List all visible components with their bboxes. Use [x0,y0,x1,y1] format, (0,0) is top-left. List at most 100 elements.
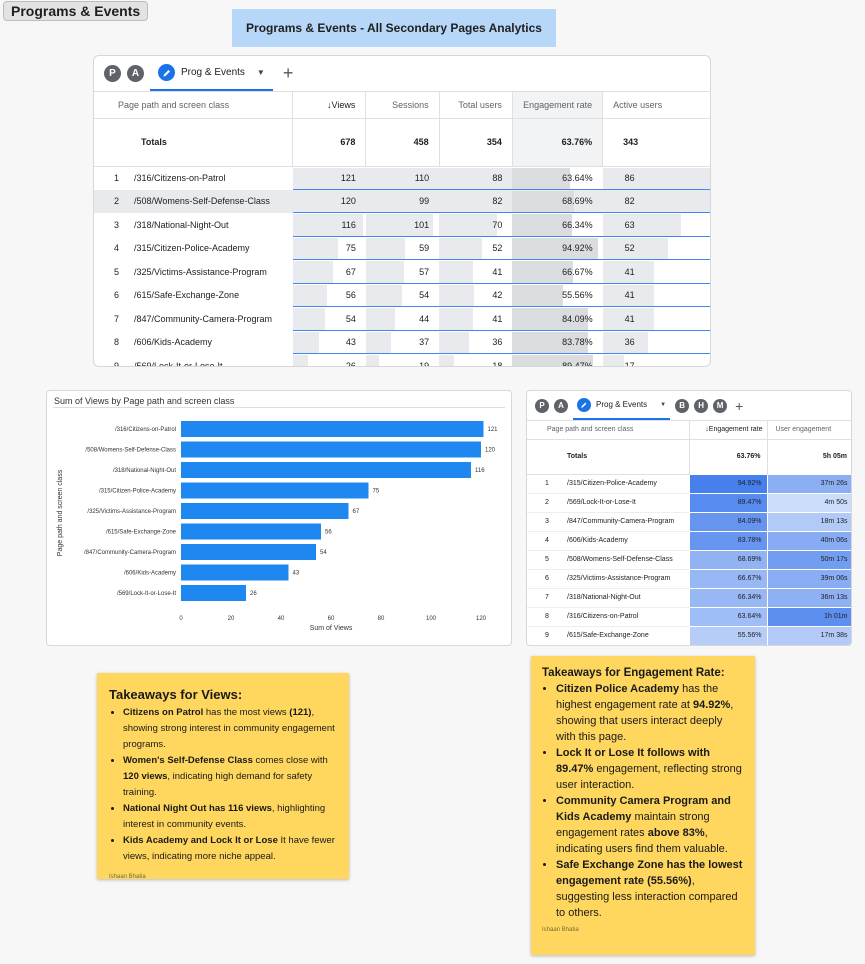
row-path-label[interactable]: /569/Lock-It-or-Lose-It [567,499,636,506]
cell-underline [602,259,710,260]
cell-value: 55.56% [562,290,593,301]
row-path-label[interactable]: /316/Citizens-on-Patrol [567,613,639,620]
row-page-path: 6/325/Victims-Assistance-Program [527,569,689,588]
table-row[interactable]: 9/569/Lock-It-or-Lose-It 26 19 18 89.47% 17 [94,354,710,367]
header-user-engagement[interactable]: User engagement [766,421,851,439]
bar[interactable] [181,564,289,581]
table-row[interactable]: 4/606/Kids-Academy 83.78% 40m 06s [527,530,851,551]
cell-value: 19 [419,360,430,367]
header-engagement-rate[interactable]: Engagement rate [511,92,603,118]
segment-chip-b[interactable]: B [675,398,690,413]
table-row[interactable]: 6/325/Victims-Assistance-Program 66.67% 39… [527,568,851,589]
data-label: 26 [250,591,257,597]
cell-users: 70 [439,213,513,237]
header-total-users[interactable]: Total users [438,92,513,118]
cell-bar [602,355,624,366]
row-path-label[interactable]: /508/Womens-Self-Defense-Class [567,556,673,563]
bar[interactable] [181,441,481,458]
engagement-table-body: 1/315/Citizen-Police-Academy 94.92% 37m 26… [527,473,851,645]
row-path-label[interactable]: /318/National-Night-Out [567,594,641,601]
table-row[interactable]: 2/508/Womens-Self-Defense-Class 120 99 82 68… [94,189,710,213]
cell-bar [365,284,402,306]
cell-value: 88 [492,173,503,183]
row-path-label[interactable]: /316/Citizens-on-Patrol [134,173,226,183]
table-row[interactable]: 6/615/Safe-Exchange-Zone 56 54 42 55.56% 41 [94,284,710,307]
row-path-label[interactable]: /615/Safe-Exchange-Zone [134,290,240,301]
cell-active: 17 [602,354,710,366]
row-page-path: 7/847/Community-Camera-Program [94,307,293,331]
segment-chip-p[interactable]: P [104,65,121,82]
cell-eng: 66.67% [512,260,603,284]
engagement-takeaways-note: Takeaways for Engagement Rate: Citizen P… [531,656,755,955]
segment-chip-h[interactable]: H [694,398,709,413]
row-path-label[interactable]: /325/Victims-Assistance-Program [567,575,671,582]
header-active-users[interactable]: Active users [602,92,710,118]
row-page-path: 8/606/Kids-Academy [94,331,293,355]
bar[interactable] [181,585,246,601]
cell-underline [602,306,710,307]
cell-value: 54 [419,290,430,301]
table-row[interactable]: 7/318/National-Night-Out 66.34% 36m 13s [527,587,851,608]
y-axis-label: Page path and screen class [57,469,64,556]
row-path-label[interactable]: /606/Kids-Academy [134,337,213,348]
table-row[interactable]: 8/316/Citizens-on-Patrol 63.64% 1h 01m [527,606,851,627]
row-path-label[interactable]: /508/Womens-Self-Defense-Class [134,196,270,207]
bar[interactable] [181,421,484,437]
header-views[interactable]: ↓Views [292,92,366,118]
cell-engagement-rate: 66.34% [688,587,768,608]
row-path-label[interactable]: /615/Safe-Exchange-Zone [567,632,649,639]
cell-value: 63.64% [562,173,593,183]
header-engagement-rate[interactable]: ↓Engagement rate [688,421,767,439]
bar[interactable] [181,544,316,560]
segment-chip-a[interactable]: A [554,398,568,413]
row-page-path: 1/316/Citizens-on-Patrol [94,166,293,190]
bar[interactable] [181,482,369,499]
tab-prog-events[interactable]: Prog & Events ▼ [150,56,273,91]
table-row[interactable]: 5/508/Womens-Self-Defense-Class 68.69% 50m… [527,549,851,570]
cell-value: 42 [492,290,503,301]
table-row[interactable]: 3/318/National-Night-Out 116 101 70 66.34% 63 [94,213,710,237]
table-row[interactable]: 3/847/Community-Camera-Program 84.09% 18m … [527,511,851,532]
row-path-label[interactable]: /325/Victims-Assistance-Program [134,266,267,277]
table-row[interactable]: 4/315/Citizen-Police-Academy 75 59 52 94.92%… [94,237,710,260]
chevron-down-icon[interactable]: ▼ [256,68,265,77]
bar[interactable] [181,462,471,478]
add-tab-icon[interactable]: + [735,397,744,414]
row-page-path: 8/316/Citizens-on-Patrol [527,607,689,626]
table-row[interactable]: 5/325/Victims-Assistance-Program 67 57 41 66… [94,260,710,284]
table-row[interactable]: 7/847/Community-Camera-Program 54 44 41 84.0… [94,307,710,331]
cell-value: 26 [345,360,356,367]
segment-chip-m[interactable]: M [713,398,728,413]
table-row[interactable]: 1/315/Citizen-Police-Academy 94.92% 37m 26… [527,473,851,494]
cell-bar [512,214,573,236]
cell-sessions: 110 [365,166,440,190]
table-row[interactable]: 8/606/Kids-Academy 43 37 36 83.78% 36 [94,331,710,355]
row-path-label[interactable]: /315/Citizen-Police-Academy [567,480,657,487]
chevron-down-icon[interactable]: ▼ [660,401,667,408]
header-sessions[interactable]: Sessions [365,92,440,118]
row-path-label[interactable]: /606/Kids-Academy [567,537,628,544]
cell-underline [292,353,366,354]
header-page-path[interactable]: Page path and screen class [118,99,230,110]
segment-chip-a[interactable]: A [127,65,144,82]
table-row[interactable]: 2/569/Lock-It-or-Lose-It 89.47% 4m 50s [527,492,851,513]
header-page-path[interactable]: Page path and screen class [547,426,634,434]
row-path-label[interactable]: /569/Lock-It-or-Lose-It [134,360,223,367]
cell-value: 41 [624,313,635,324]
table-row[interactable]: 9/615/Safe-Exchange-Zone 55.56% 17m 38s [527,625,851,645]
table-row[interactable]: 1/316/Citizens-on-Patrol 121 110 88 63.64% 86 [94,166,710,190]
row-path-label[interactable]: /318/National-Night-Out [134,219,229,230]
tab-prog-events-2[interactable]: Prog & Events ▼ [573,391,671,420]
cell-value: 116 [341,219,356,230]
category-label: /606/Kids-Academy [124,571,176,577]
bar[interactable] [181,523,321,540]
add-tab-icon[interactable]: + [282,63,294,83]
cell-active: 41 [602,284,710,307]
row-path-label[interactable]: /315/Citizen-Police-Academy [134,243,250,254]
cell-user-engagement: 17m 38s [766,625,851,645]
bar[interactable] [181,503,349,519]
cell-bar [292,237,339,259]
row-path-label[interactable]: /847/Community-Camera-Program [134,313,273,324]
row-path-label[interactable]: /847/Community-Camera-Program [567,518,675,525]
segment-chip-p[interactable]: P [535,398,549,413]
